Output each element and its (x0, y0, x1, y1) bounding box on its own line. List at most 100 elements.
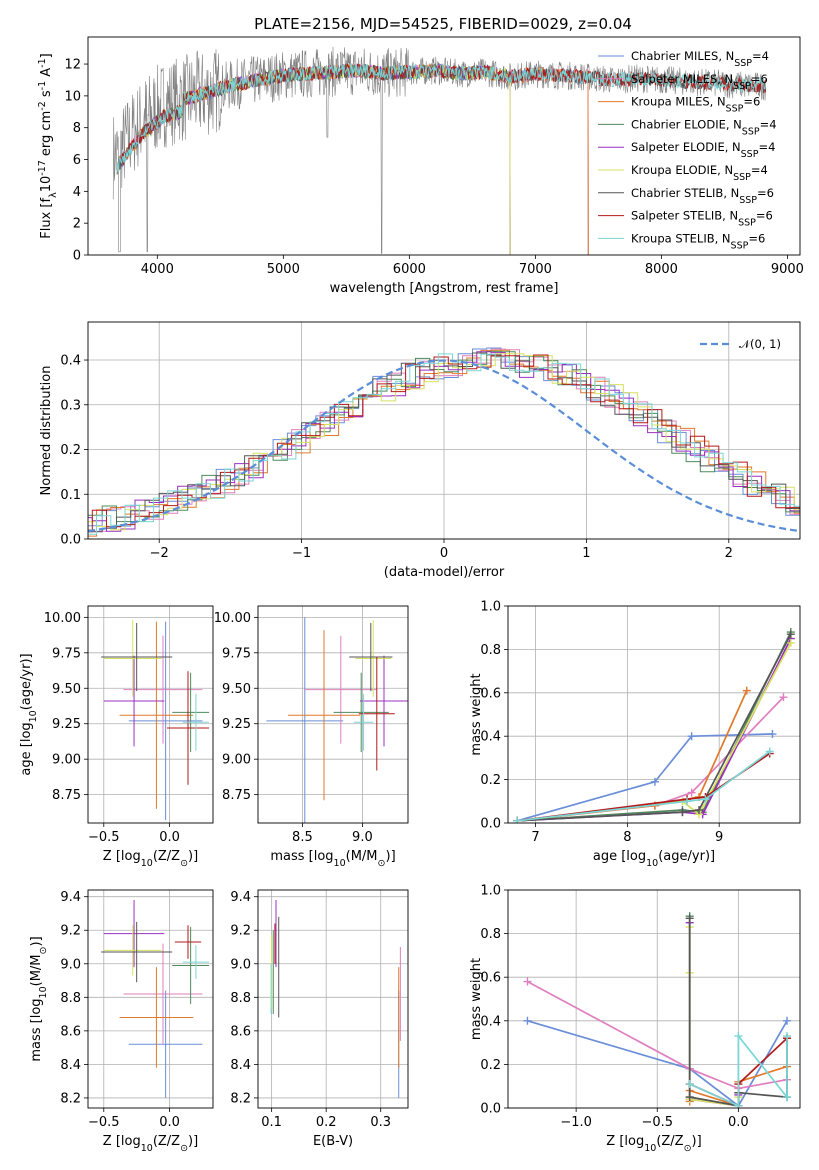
y-tick-label: 9.50 (52, 682, 81, 697)
legend: Chabrier MILES, NSSP=4 Salpeter MILES, NS… (598, 49, 777, 251)
errorbar-point-7 (174, 925, 202, 959)
x-tick-label: 0.0 (159, 830, 180, 845)
plot-area (270, 900, 401, 1098)
y-axis-label: mass [log10(M/M⊙)] (29, 936, 49, 1061)
weight-line-1 (517, 696, 785, 822)
y-tick-label: 8 (73, 121, 81, 136)
weight-marker-6 (678, 808, 687, 817)
x-tick-label: 5000 (267, 262, 300, 277)
y-tick-label: 9.2 (230, 924, 251, 939)
y-tick-label: 9.4 (60, 890, 81, 905)
weight-line-3 (688, 916, 740, 1107)
y-tick-label: 8.8 (60, 991, 81, 1006)
legend-gaussian-label: 𝒩(0, 1) (739, 337, 781, 351)
y-tick-label: 9.75 (222, 646, 251, 661)
y-axis-label: age [log10(age/yr)] (19, 653, 39, 775)
panel-mass_weight_vs_age: 7 8 9 0.0 0.2 0.4 0.6 0.8 1.0 age [log10(age/yr)]… (469, 600, 801, 869)
y-tick-label: 10 (64, 89, 81, 104)
plot-area (266, 617, 408, 823)
y-tick-label: 8.6 (60, 1024, 81, 1039)
y-tick-label: 9.2 (60, 924, 81, 939)
axes-frame (87, 36, 801, 256)
errorbar-point-6 (101, 623, 173, 692)
x-tick-label: 2 (725, 546, 733, 561)
y-tick-label: 0.8 (480, 643, 501, 658)
errorbar-point-2 (119, 621, 194, 809)
errorbar-point-5 (103, 620, 162, 697)
y-tick-label: 4 (73, 185, 81, 200)
axes-frame (257, 605, 409, 824)
y-tick-label: 8.2 (230, 1091, 251, 1106)
legend-label-4: Salpeter ELODIE, NSSP=4 (631, 140, 775, 160)
panel-mass_vs_Z: −0.5 0.0 8.2 8.4 8.6 8.8 9.0 9.2 9.4 Z [log10(Z/Z… (29, 889, 214, 1154)
x-axis-label: wavelength [Angstrom, rest frame] (330, 281, 559, 296)
y-tick-label: 10.00 (214, 611, 251, 626)
panel-mass_weight_vs_Z: −1.0 −0.5 0.0 0.0 0.2 0.4 0.6 0.8 1.0 Z [log10(Z/… (469, 884, 801, 1154)
x-tick-label: 7000 (519, 262, 552, 277)
y-axis-label: mass weight (469, 673, 484, 755)
weight-marker-8 (783, 1032, 792, 1041)
errorbar-point-8 (182, 693, 210, 751)
x-tick-label: 6000 (393, 262, 426, 277)
panel-age_vs_Z: −0.5 0.0 8.75 9.00 9.25 9.50 9.75 10.00 Z [log10… (19, 605, 214, 869)
weight-line-0 (516, 733, 773, 822)
y-tick-label: 9.00 (52, 753, 81, 768)
x-axis-label: E(B-V) (313, 1134, 353, 1149)
x-tick-label: 9000 (771, 262, 804, 277)
x-tick-label: 0.1 (261, 1115, 282, 1130)
y-tick-label: 9.50 (222, 682, 251, 697)
x-tick-label: 0.0 (728, 1115, 749, 1130)
axes-frame (87, 605, 214, 824)
y-tick-label: 8.2 (60, 1091, 81, 1106)
y-tick-label: 0.4 (480, 1014, 501, 1029)
errorbar-point-6 (349, 623, 393, 692)
weight-marker-0 (650, 777, 659, 786)
x-tick-label: 4000 (141, 262, 174, 277)
errorbar-point-2 (288, 630, 360, 801)
weight-line-6 (517, 633, 792, 822)
legend-label-3: Chabrier ELODIE, NSSP=4 (631, 117, 777, 137)
axes-frame (507, 889, 801, 1109)
plot-area (101, 620, 210, 821)
errorbar-point-3 (333, 672, 389, 753)
figure-title: PLATE=2156, MJD=54525, FIBERID=0029, z=0… (254, 15, 632, 33)
y-axis-label: Flux [fλ10-17 erg cm-2 s-1 A-1] (37, 53, 59, 238)
errorbar-point-1 (304, 635, 377, 744)
errorbar-point-2 (119, 967, 194, 1068)
axes-frame (507, 605, 801, 824)
y-tick-label: 2 (73, 217, 81, 232)
y-tick-label: 10.00 (44, 611, 81, 626)
x-tick-label: 0.2 (316, 1115, 337, 1130)
weight-marker-8 (685, 1080, 694, 1089)
errorbar-point-0 (128, 621, 203, 821)
y-tick-label: 9.0 (60, 957, 81, 972)
weight-marker-8 (783, 1093, 792, 1102)
x-tick-label: 0.0 (159, 1115, 180, 1130)
plot-area (523, 912, 792, 1108)
errorbar-point-1 (123, 943, 203, 1045)
residual-histogram-6 (88, 352, 800, 533)
y-tick-label: 8.4 (230, 1058, 251, 1073)
errorbar-point-4 (103, 900, 165, 968)
x-axis-label: Z [log10(Z/Z⊙)] (103, 849, 198, 869)
y-tick-label: 8.4 (60, 1058, 81, 1073)
x-tick-label: 8000 (645, 262, 678, 277)
errorbar-point-8 (354, 693, 374, 751)
y-tick-label: 6 (73, 153, 81, 168)
x-axis-label: Z [log10(Z/Z⊙)] (606, 1134, 701, 1154)
residual-histogram-8 (88, 353, 800, 535)
y-tick-label: 0.6 (480, 971, 501, 986)
x-axis-label: mass [log10(M/M⊙)] (270, 849, 395, 869)
y-tick-label: 0.8 (480, 927, 501, 942)
weight-marker-8 (765, 747, 774, 756)
legend-label-2: Kroupa MILES, NSSP=6 (631, 95, 760, 115)
weight-marker-1 (779, 693, 788, 702)
x-tick-label: −1.0 (560, 1115, 592, 1130)
errorbar-point-8 (182, 945, 210, 979)
weight-marker-1 (523, 977, 532, 986)
y-axis-label: mass weight (469, 958, 484, 1040)
plot-area (88, 347, 800, 537)
y-tick-label: 1.0 (480, 884, 501, 899)
y-tick-label: 8.8 (230, 991, 251, 1006)
